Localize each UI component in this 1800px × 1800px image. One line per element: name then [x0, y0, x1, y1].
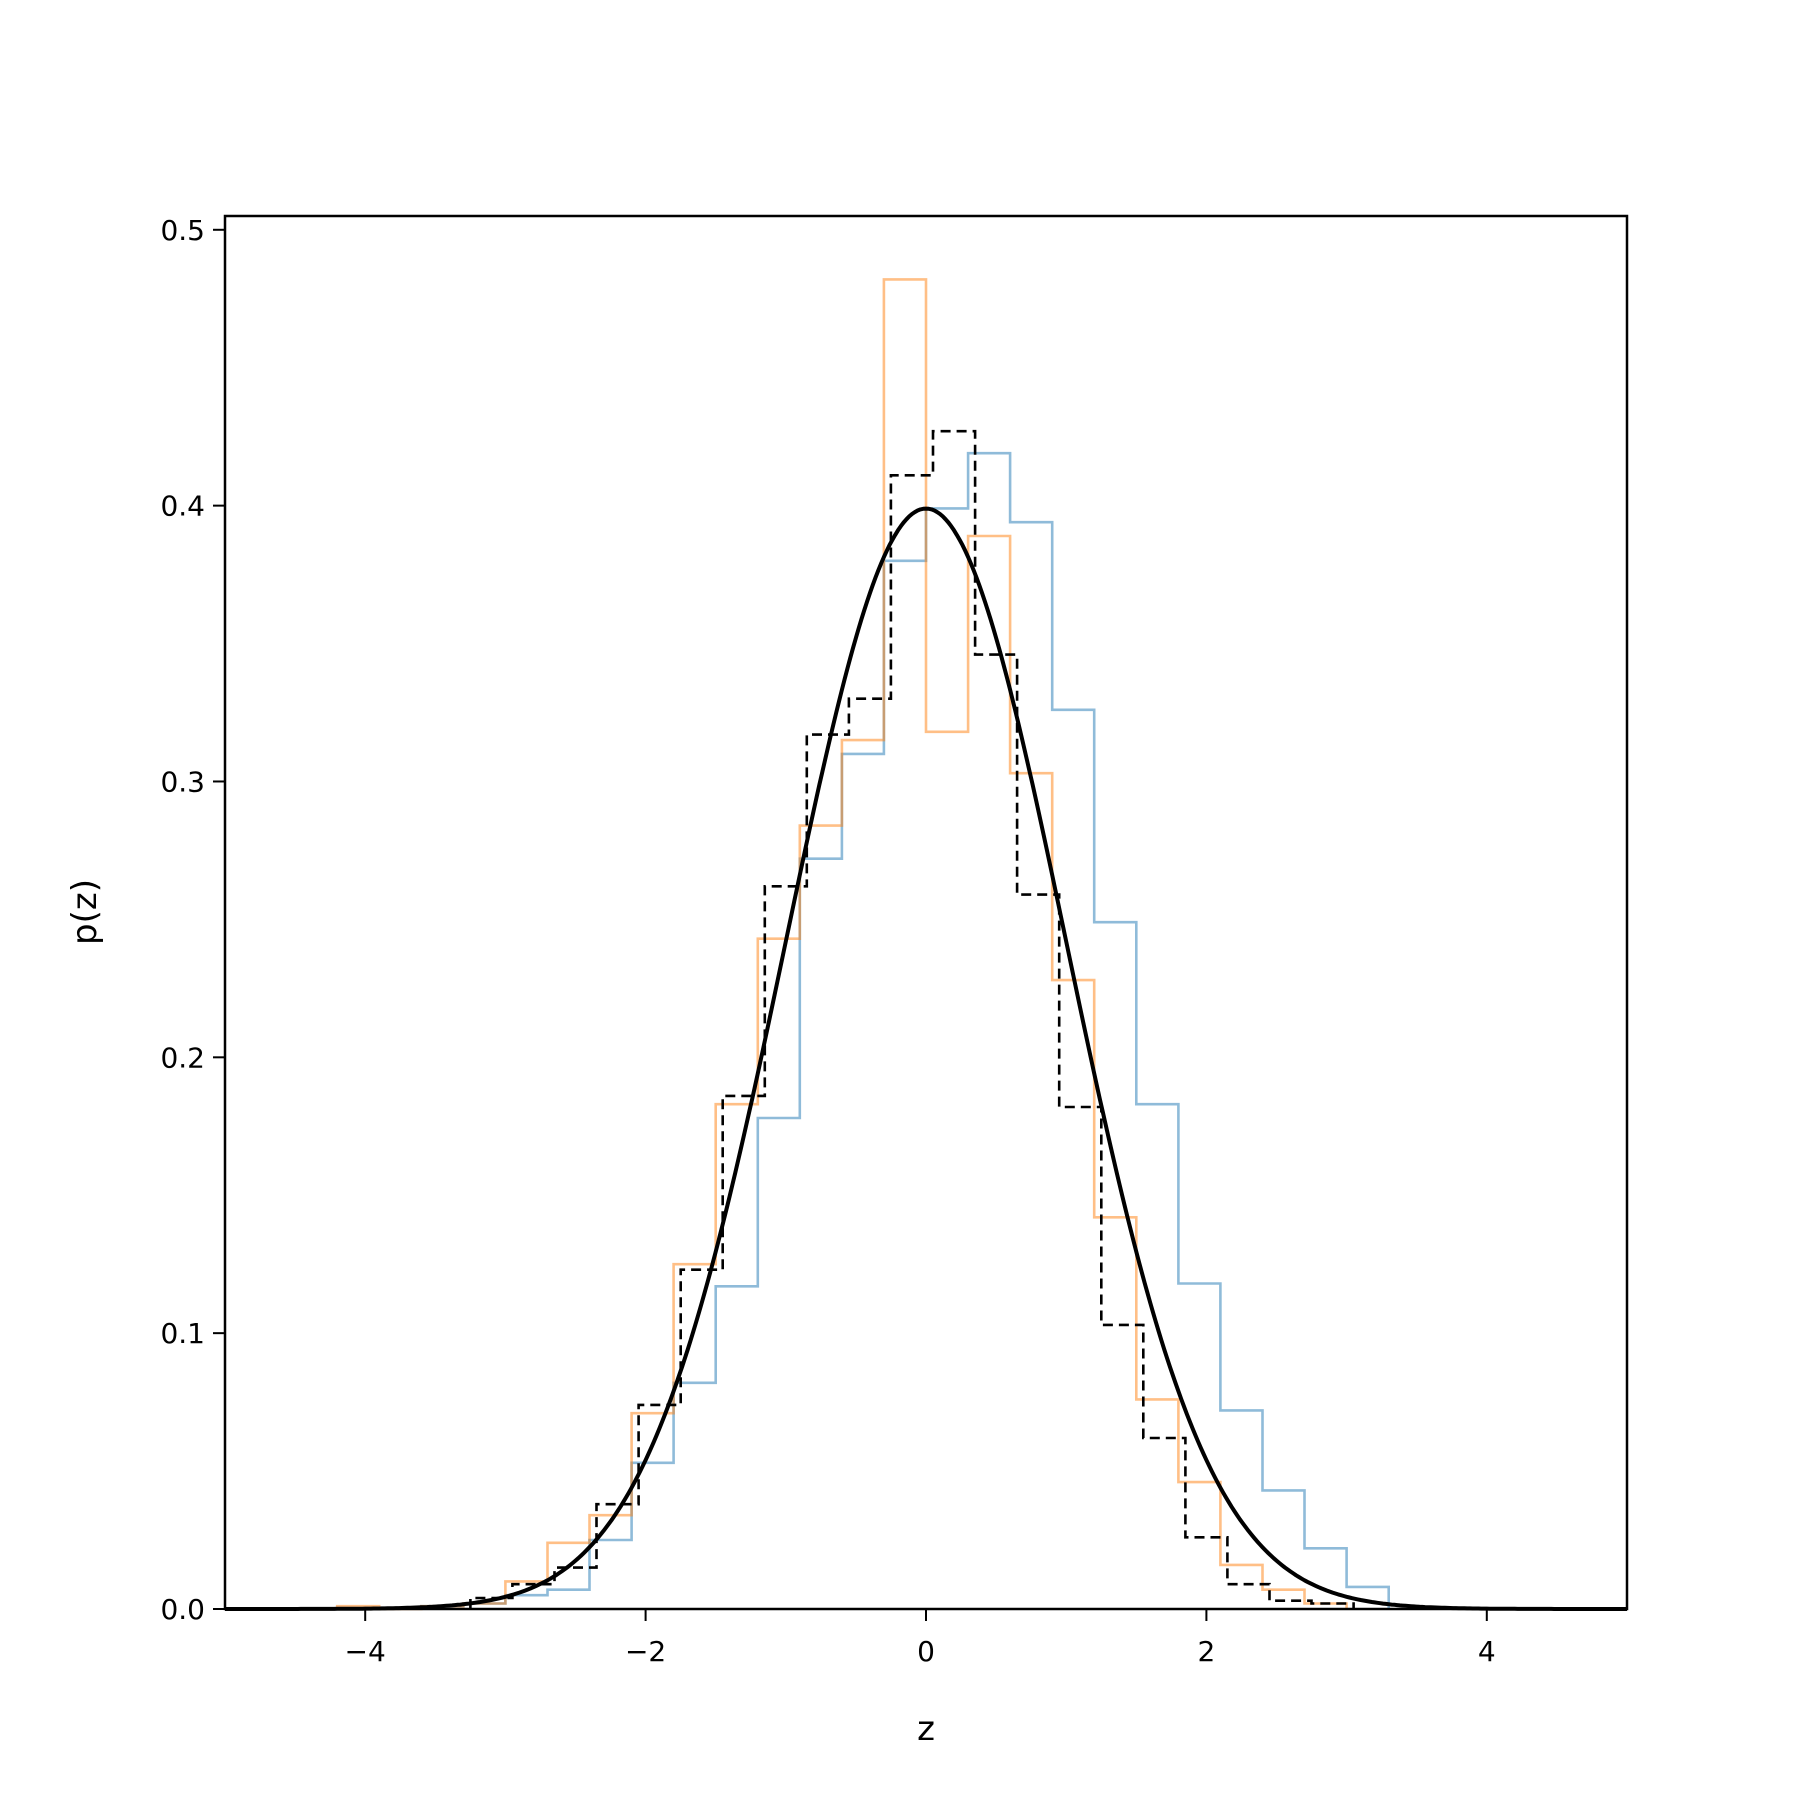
- y-tick-label: 0.1: [160, 1317, 205, 1350]
- histogram-series-2: [335, 278, 1348, 1611]
- x-tick-label: 2: [1197, 1635, 1215, 1668]
- x-tick-label: 0: [917, 1635, 935, 1668]
- y-tick-label: 0.2: [160, 1041, 205, 1074]
- y-tick-label: 0.0: [160, 1593, 205, 1626]
- x-tick-label: 4: [1478, 1635, 1496, 1668]
- x-tick-label: −2: [625, 1635, 666, 1668]
- histogram-series-3: [469, 429, 1355, 1609]
- y-tick-label: 0.3: [160, 765, 205, 798]
- y-tick-label: 0.5: [160, 214, 205, 247]
- x-tick-label: −4: [345, 1635, 386, 1668]
- x-axis-label: z: [917, 1709, 935, 1749]
- tick-layer: −4 −2 0 2 4 0.0 0.1 0.2 0.3 0.4 0.5: [160, 214, 1495, 1668]
- y-tick-label: 0.4: [160, 490, 205, 523]
- histogram-series-1: [420, 451, 1390, 1609]
- y-axis-label: p(z): [65, 879, 105, 945]
- normal-pdf-curve: [225, 506, 1627, 1611]
- series-layer: [225, 278, 1627, 1611]
